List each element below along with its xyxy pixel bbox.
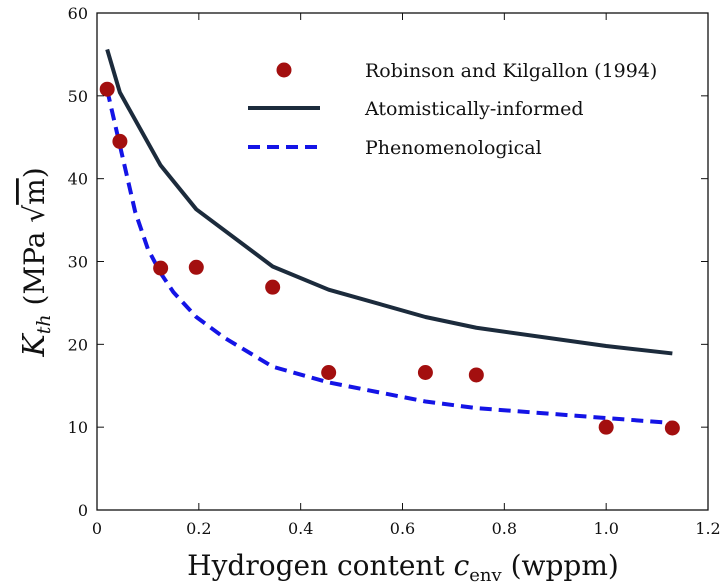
y-tick-label: 30 <box>68 253 88 272</box>
x-tick-label: 0 <box>92 519 102 538</box>
x-axis-title-text: Hydrogen content <box>187 549 445 582</box>
y-tick-label: 50 <box>68 87 88 106</box>
data-point <box>417 364 433 380</box>
data-point <box>265 279 281 295</box>
x-tick-label: 1.0 <box>593 519 618 538</box>
legend-marker-scatter <box>276 62 292 78</box>
x-tick-label: 0.4 <box>288 519 313 538</box>
x-tick-label: 0.2 <box>186 519 211 538</box>
data-point <box>321 364 337 380</box>
y-axis-unit-prefix: (MPa <box>18 232 51 306</box>
data-point <box>188 259 204 275</box>
x-tick-label: 0.8 <box>492 519 517 538</box>
y-tick-label: 10 <box>68 418 88 437</box>
y-axis-symbol: K <box>17 333 52 358</box>
y-tick-label: 20 <box>68 335 88 354</box>
y-tick-label: 40 <box>68 170 88 189</box>
y-tick-label: 0 <box>78 501 88 520</box>
data-point <box>468 367 484 383</box>
data-point <box>153 260 169 276</box>
series-line-phenomenological <box>105 89 673 426</box>
x-axis-title: Hydrogen content cenv (wppm) <box>187 549 619 587</box>
y-axis-unit-suffix: ) <box>18 167 51 178</box>
x-axis-unit: (wppm) <box>511 549 619 582</box>
y-tick-label: 60 <box>68 4 88 23</box>
legend-label: Atomistically-informed <box>364 98 584 120</box>
plot-frame <box>96 12 709 511</box>
legend: Robinson and Kilgallon (1994) Atomistical… <box>248 60 657 159</box>
data-point <box>664 420 680 436</box>
x-tick-label: 0.6 <box>390 519 415 538</box>
y-axis-subscript: th <box>33 314 55 334</box>
x-axis-subscript: env <box>469 565 502 586</box>
axis-ticks: 0 0.2 0.4 0.6 0.8 1.0 1.2 0 10 20 30 40 50 60 <box>68 4 720 538</box>
series-line-atomistically-informed <box>105 48 673 356</box>
y-axis-sqrt-sign: √ <box>18 205 51 223</box>
y-axis-title: Kth (MPa √m) <box>17 167 57 357</box>
legend-label: Robinson and Kilgallon (1994) <box>365 60 657 82</box>
data-point <box>598 419 614 435</box>
y-axis-unit-root: m <box>18 178 51 205</box>
x-tick-label: 1.2 <box>695 519 720 538</box>
plot-marks <box>99 48 680 436</box>
data-point <box>112 133 128 149</box>
data-point <box>99 81 115 97</box>
x-axis-symbol: c <box>454 549 470 582</box>
legend-label: Phenomenological <box>365 137 542 159</box>
